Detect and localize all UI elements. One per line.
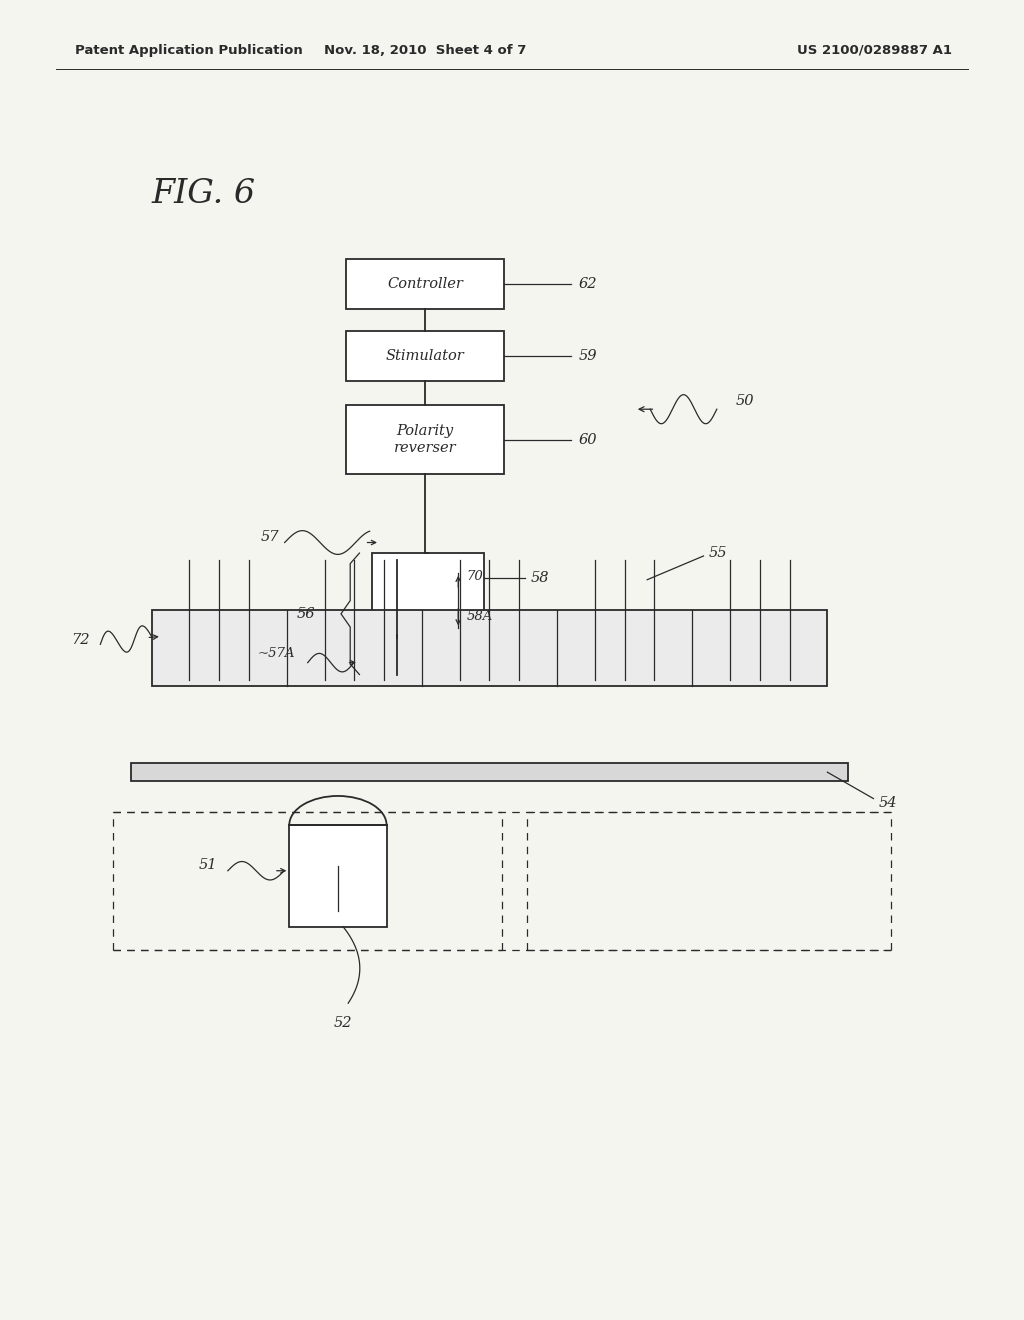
Text: 51: 51: [199, 858, 218, 873]
Bar: [345, 331, 504, 381]
Text: Controller: Controller: [387, 277, 463, 290]
Text: 70: 70: [467, 570, 483, 583]
Text: 60: 60: [580, 433, 598, 446]
Bar: [152, 610, 827, 686]
Text: 72: 72: [72, 634, 90, 647]
Bar: [372, 553, 484, 635]
Text: 50: 50: [735, 395, 754, 408]
Bar: [359, 638, 436, 675]
Bar: [131, 763, 848, 781]
Text: 58A: 58A: [467, 610, 493, 623]
Text: 62: 62: [580, 277, 598, 290]
Text: 58: 58: [530, 570, 549, 585]
Text: Stimulator: Stimulator: [386, 350, 464, 363]
Text: 55: 55: [709, 546, 727, 561]
Text: FIG. 6: FIG. 6: [152, 178, 256, 210]
Text: 56: 56: [297, 607, 315, 620]
Bar: [345, 405, 504, 474]
Text: Patent Application Publication: Patent Application Publication: [75, 44, 302, 57]
Bar: [345, 259, 504, 309]
Text: 54: 54: [879, 796, 897, 809]
Text: US 2100/0289887 A1: US 2100/0289887 A1: [798, 44, 952, 57]
Text: 52: 52: [334, 1016, 352, 1030]
Text: Nov. 18, 2010  Sheet 4 of 7: Nov. 18, 2010 Sheet 4 of 7: [324, 44, 526, 57]
Text: 59: 59: [580, 350, 598, 363]
Text: Polarity
reverser: Polarity reverser: [393, 425, 457, 454]
Text: ~57A: ~57A: [258, 647, 296, 660]
Bar: [290, 825, 387, 927]
Text: 57: 57: [261, 531, 280, 544]
